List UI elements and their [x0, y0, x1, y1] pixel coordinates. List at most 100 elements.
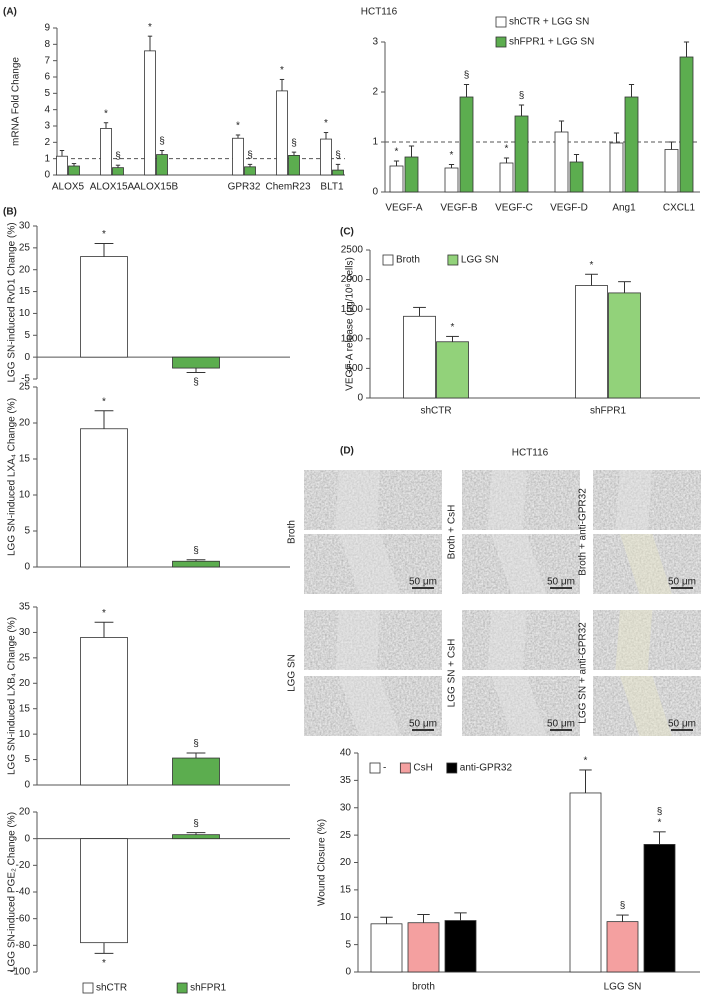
micrograph [593, 534, 701, 594]
y-tick-label: 9 [44, 23, 50, 34]
significance-mark: § [291, 138, 297, 149]
y-tick-label: 25 [19, 242, 31, 253]
significance-mark: * [102, 396, 106, 407]
condition-label: LGG SN + anti-GPR32 [578, 622, 589, 724]
bar [403, 315, 436, 399]
micrograph [304, 470, 442, 530]
significance-mark: * [102, 958, 106, 969]
y-tick-label: -20 [16, 860, 31, 871]
y-tick-label: 15 [340, 885, 352, 896]
legend-swatch [382, 254, 394, 266]
significance-mark: * [505, 144, 509, 155]
y-tick-label: 30 [19, 627, 31, 638]
bar [499, 162, 514, 193]
y-tick-label: 30 [340, 802, 352, 813]
bar [232, 137, 244, 176]
y-tick-label: -80 [16, 940, 31, 951]
legend-label: shCTR [96, 983, 127, 994]
significance-mark: * [102, 229, 106, 240]
wound-gap [615, 470, 653, 530]
panel-title: HCT116 [512, 448, 549, 459]
y-tick-label: 2500 [341, 245, 364, 256]
legend-label: shFPR1 + LGG SN [509, 37, 594, 48]
significance-mark: § [115, 151, 121, 162]
y-tick-label: 2 [44, 137, 50, 148]
bar [80, 637, 128, 786]
significance-mark: § [247, 150, 253, 161]
bar [172, 356, 220, 369]
y-tick-label: 0 [24, 833, 30, 844]
y-tick-label: 15 [19, 286, 31, 297]
bar [444, 167, 459, 193]
y-tick-label: 7 [44, 55, 50, 66]
y-tick-label: 1000 [341, 333, 364, 344]
scale-bar-label: 50 μm [668, 719, 696, 730]
y-tick-label: 5 [24, 330, 30, 341]
scale-bar-label: 50 μm [409, 719, 437, 730]
significance-mark: § [519, 91, 525, 102]
x-tick-label: VEGF-D [550, 203, 588, 214]
bar [156, 154, 168, 176]
y-tick-label: 1500 [341, 304, 364, 315]
legend-label: - [383, 763, 386, 774]
x-tick-label: ChemR23 [265, 182, 310, 193]
significance-mark: § [159, 136, 165, 147]
y-tick-label: -60 [16, 913, 31, 924]
y-tick-label: 20 [19, 807, 31, 818]
scale-bar-label: 50 μm [409, 577, 437, 588]
x-tick-label: shCTR [420, 406, 451, 417]
condition-label: Broth [287, 520, 298, 544]
significance-mark: § [464, 70, 470, 81]
bar [609, 142, 624, 193]
legend-swatch [176, 982, 188, 994]
micrograph [462, 470, 580, 530]
significance-mark: § [620, 901, 626, 912]
x-tick-label: ALOX5 [52, 182, 85, 193]
y-tick-label: 500 [346, 363, 363, 374]
bar [575, 285, 608, 399]
micrograph [593, 470, 701, 530]
y-tick-label: 0 [44, 170, 50, 181]
x-tick-label: broth [412, 982, 435, 993]
wound-gap [620, 534, 672, 594]
y-axis-label: VEGF-A release (pg/10⁶ cells) [345, 257, 356, 391]
legend-swatch [495, 16, 507, 28]
legend-label: shCTR + LGG SN [509, 17, 589, 28]
bar [404, 156, 419, 193]
significance-mark: § [335, 150, 341, 161]
bar [514, 115, 529, 193]
wound-gap [338, 534, 401, 594]
x-tick-label: Ang1 [612, 203, 636, 214]
legend-label: LGG SN [461, 255, 499, 266]
wound-gap [487, 470, 527, 530]
x-tick-label: ALOX15A [90, 182, 135, 193]
y-tick-label: 30 [19, 221, 31, 232]
y-tick-label: 20 [19, 678, 31, 689]
significance-mark: * [590, 260, 594, 271]
significance-mark: § [193, 377, 199, 388]
panel-label: (B) [3, 207, 17, 218]
panel-label: (D) [340, 446, 354, 457]
y-tick-label: 1 [372, 137, 378, 148]
wound-gap [338, 676, 401, 736]
y-tick-label: 5 [345, 939, 351, 950]
y-axis-label: LGG SN-induced RvD1 Change (%) [7, 222, 18, 382]
bar [80, 838, 128, 944]
legend-swatch [447, 254, 459, 266]
y-tick-label: 4 [44, 104, 50, 115]
significance-mark: § [193, 545, 199, 556]
significance-mark: § [193, 739, 199, 750]
bar [80, 256, 128, 358]
x-tick-label: CXCL1 [663, 203, 696, 214]
significance-mark: * [104, 108, 108, 119]
micrograph [462, 610, 580, 670]
scale-bar-label: 50 μm [668, 577, 696, 588]
y-tick-label: 0 [24, 780, 30, 791]
significance-mark: * [280, 65, 284, 76]
wound-gap [487, 610, 527, 670]
y-axis-label: mRNA Fold Change [11, 57, 22, 146]
y-axis-label: LGG SN-induced PGE₂ Change (%) [7, 812, 18, 972]
y-tick-label: 10 [19, 729, 31, 740]
legend-label: anti-GPR32 [460, 763, 513, 774]
panel-label: (A) [3, 7, 17, 18]
